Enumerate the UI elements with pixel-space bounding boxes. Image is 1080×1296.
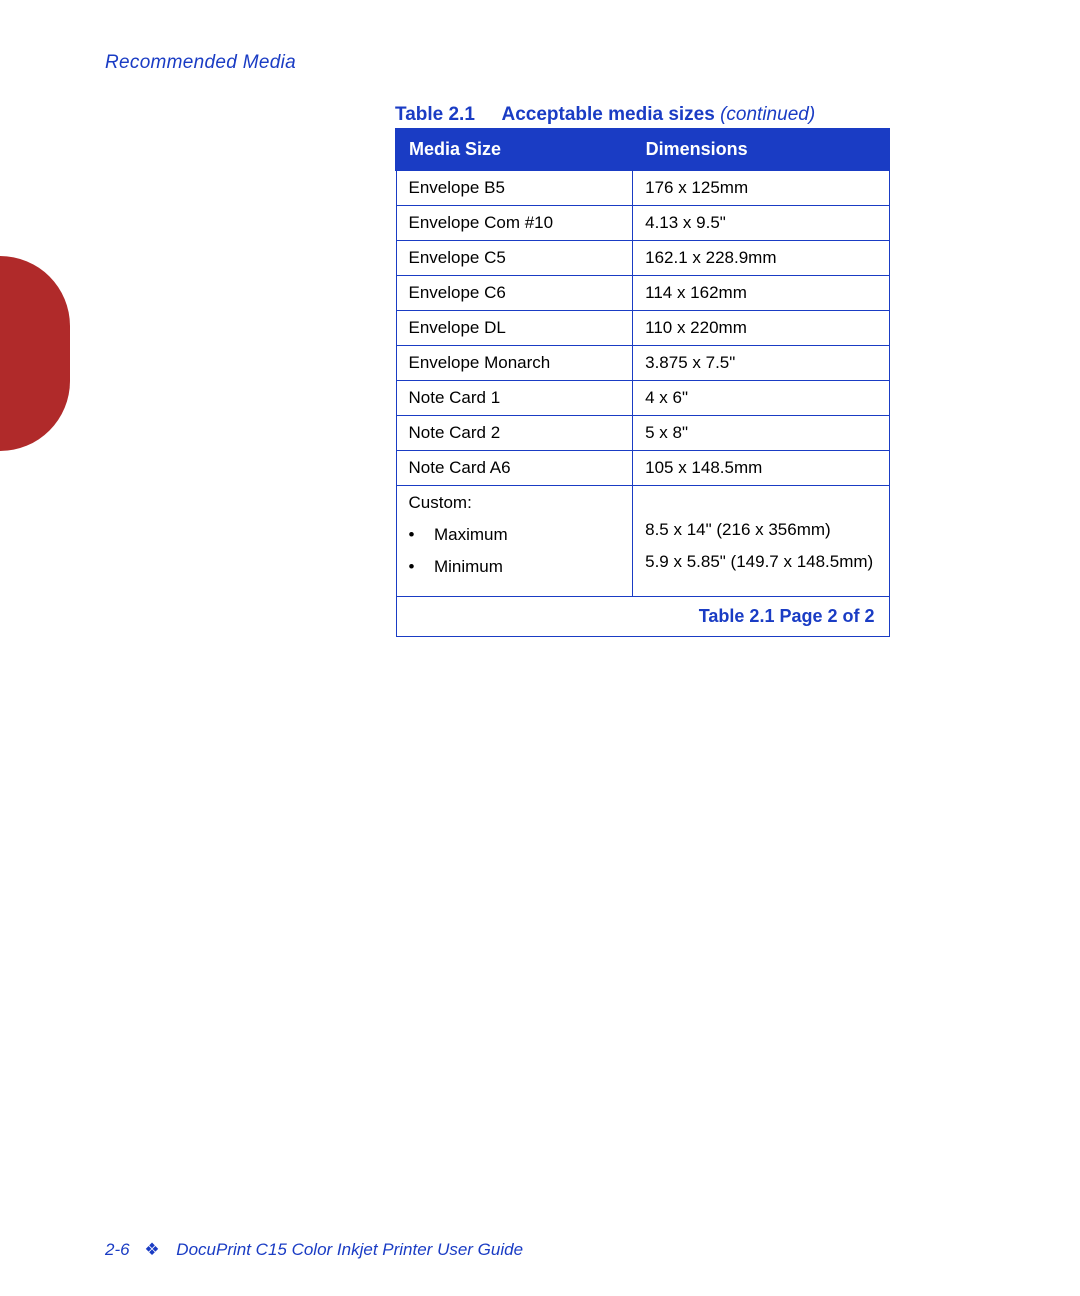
cell-dimensions: 5 x 8" — [633, 416, 889, 451]
custom-label: Custom: — [409, 493, 621, 513]
table-row: Note Card A6 105 x 148.5mm — [396, 451, 889, 486]
page: Recommended Media Table 2.1 Acceptable m… — [0, 0, 1080, 1296]
cell-media-size: Note Card A6 — [396, 451, 633, 486]
table-footer-row: Table 2.1 Page 2 of 2 — [396, 597, 889, 637]
cell-media-size: Envelope DL — [396, 311, 633, 346]
col-header-media-size: Media Size — [396, 129, 633, 170]
cell-media-size: Note Card 1 — [396, 381, 633, 416]
page-footer: 2-6 ❖ DocuPrint C15 Color Inkjet Printer… — [105, 1240, 523, 1260]
custom-item-name: Maximum — [434, 525, 508, 544]
table-row: Envelope Com #10 4.13 x 9.5" — [396, 206, 889, 241]
cell-media-size: Envelope B5 — [396, 170, 633, 206]
table-pagination: Table 2.1 Page 2 of 2 — [396, 597, 889, 637]
page-number: 2-6 — [105, 1240, 130, 1259]
cell-media-size: Envelope Com #10 — [396, 206, 633, 241]
table-header-row: Media Size Dimensions — [396, 129, 889, 170]
table-row: Note Card 1 4 x 6" — [396, 381, 889, 416]
table-row-custom: Custom: • Maximum • Minimum 8.5 x 14" (2… — [396, 486, 889, 597]
custom-item: • Maximum — [409, 525, 621, 545]
cell-custom-dimensions: 8.5 x 14" (216 x 356mm) 5.9 x 5.85" (149… — [633, 486, 889, 597]
cell-dimensions: 105 x 148.5mm — [633, 451, 889, 486]
cell-dimensions: 114 x 162mm — [633, 276, 889, 311]
table-caption-number: Table 2.1 — [395, 104, 475, 125]
footer-symbol: ❖ — [144, 1240, 159, 1259]
cell-dimensions: 176 x 125mm — [633, 170, 889, 206]
cell-media-size: Envelope C6 — [396, 276, 633, 311]
cell-dimensions: 4 x 6" — [633, 381, 889, 416]
col-header-dimensions: Dimensions — [633, 129, 889, 170]
custom-item-name: Minimum — [434, 557, 503, 576]
section-header: Recommended Media — [105, 52, 296, 74]
side-tab-decoration — [0, 256, 70, 451]
cell-media-size: Note Card 2 — [396, 416, 633, 451]
cell-dimensions: 162.1 x 228.9mm — [633, 241, 889, 276]
cell-custom-size: Custom: • Maximum • Minimum — [396, 486, 633, 597]
table-row: Note Card 2 5 x 8" — [396, 416, 889, 451]
cell-media-size: Envelope Monarch — [396, 346, 633, 381]
cell-media-size: Envelope C5 — [396, 241, 633, 276]
document-title: DocuPrint C15 Color Inkjet Printer User … — [176, 1240, 523, 1259]
custom-item-dim: 8.5 x 14" (216 x 356mm) — [645, 520, 876, 540]
table-row: Envelope C5 162.1 x 228.9mm — [396, 241, 889, 276]
table-row: Envelope B5 176 x 125mm — [396, 170, 889, 206]
custom-item-dim: 5.9 x 5.85" (149.7 x 148.5mm) — [645, 552, 876, 572]
table-caption-title: Acceptable media sizes — [501, 104, 714, 125]
table-row: Envelope C6 114 x 162mm — [396, 276, 889, 311]
cell-dimensions: 4.13 x 9.5" — [633, 206, 889, 241]
cell-dimensions: 110 x 220mm — [633, 311, 889, 346]
table-row: Envelope DL 110 x 220mm — [396, 311, 889, 346]
cell-dimensions: 3.875 x 7.5" — [633, 346, 889, 381]
media-size-table: Media Size Dimensions Envelope B5 176 x … — [395, 128, 890, 637]
table-caption: Table 2.1 Acceptable media sizes (contin… — [395, 104, 815, 126]
table-caption-continued: (continued) — [720, 104, 815, 125]
custom-item: • Minimum — [409, 557, 621, 577]
table-row: Envelope Monarch 3.875 x 7.5" — [396, 346, 889, 381]
